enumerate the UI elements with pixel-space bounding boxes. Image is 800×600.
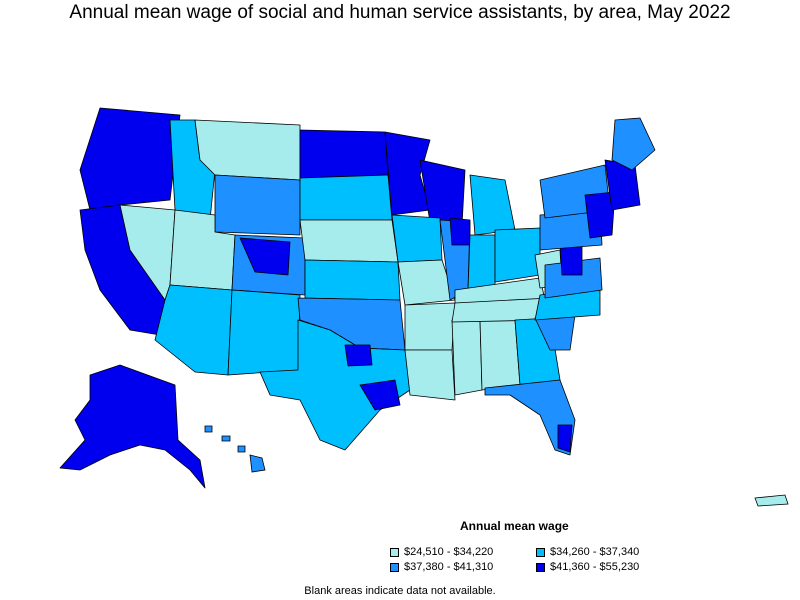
region-nebraska bbox=[299, 219, 399, 263]
region-iowa bbox=[391, 214, 443, 263]
region-indiana bbox=[467, 234, 496, 291]
region-hawaii-oahu bbox=[221, 435, 231, 442]
map-title: Annual mean wage of social and human ser… bbox=[69, 2, 731, 23]
legend-label-4: $41,360 - $55,230 bbox=[550, 561, 640, 573]
region-nyc-metro bbox=[584, 191, 616, 239]
footnote: Blank areas indicate data not available. bbox=[304, 585, 496, 597]
region-hawaii-maui bbox=[237, 445, 246, 453]
legend-swatch-4 bbox=[536, 562, 545, 572]
legend-swatch-2 bbox=[536, 547, 545, 557]
region-denver bbox=[239, 237, 291, 276]
region-montana bbox=[194, 119, 301, 181]
region-arizona bbox=[154, 284, 233, 376]
legend-item-3: $37,380 - $41,310 bbox=[390, 561, 493, 573]
legend-item-1: $24,510 - $34,220 bbox=[390, 546, 493, 558]
region-maine bbox=[611, 117, 656, 171]
region-miami bbox=[557, 424, 573, 453]
region-chicago bbox=[449, 217, 471, 246]
region-new-mexico bbox=[227, 289, 301, 376]
region-louisiana bbox=[404, 349, 456, 401]
legend-label-3: $37,380 - $41,310 bbox=[404, 561, 494, 573]
region-dallas bbox=[344, 344, 373, 367]
region-kansas bbox=[304, 259, 401, 301]
region-houston bbox=[359, 379, 401, 411]
legend-label-1: $24,510 - $34,220 bbox=[404, 546, 494, 558]
legend-label-2: $34,260 - $37,340 bbox=[550, 546, 640, 558]
legend-item-2: $34,260 - $37,340 bbox=[536, 546, 639, 558]
region-michigan bbox=[469, 174, 516, 236]
legend-item-4: $41,360 - $55,230 bbox=[536, 561, 639, 573]
region-pacific-northwest bbox=[79, 107, 181, 211]
region-ohio bbox=[494, 227, 541, 283]
legend-swatch-1 bbox=[390, 547, 399, 557]
region-alaska bbox=[59, 364, 206, 489]
region-mississippi bbox=[451, 319, 483, 396]
region-alabama bbox=[479, 319, 521, 391]
region-north-dakota bbox=[299, 129, 389, 179]
region-wyoming bbox=[214, 174, 301, 236]
region-dc-metro bbox=[559, 244, 583, 276]
region-florida bbox=[484, 379, 576, 456]
region-hawaii-big-island bbox=[249, 454, 266, 473]
region-arkansas bbox=[404, 302, 456, 351]
legend-title: Annual mean wage bbox=[460, 519, 569, 533]
region-hawaii-kauai bbox=[204, 425, 213, 433]
region-puerto-rico bbox=[754, 494, 789, 507]
legend-swatch-3 bbox=[390, 562, 399, 572]
region-south-dakota bbox=[299, 174, 393, 221]
region-wisconsin bbox=[419, 159, 466, 226]
